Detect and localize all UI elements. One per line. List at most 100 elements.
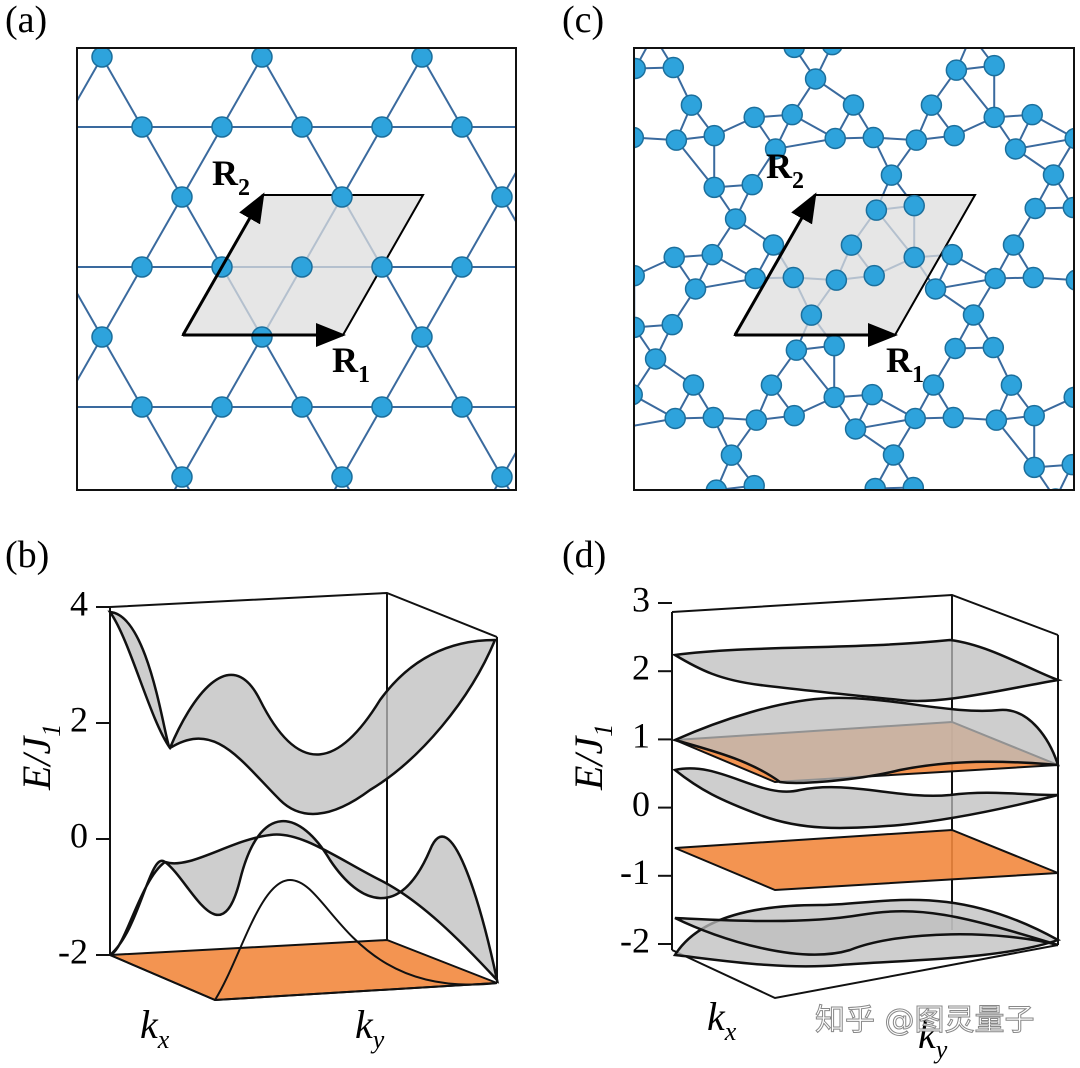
site [941,243,963,266]
site [521,375,541,395]
site [586,270,606,290]
panel-label: (b) [5,534,49,576]
site [1022,525,1042,545]
bond [702,337,742,407]
bond [491,35,514,66]
y-axis: 4 2 0 -2 [58,583,110,971]
bond [536,115,553,149]
bond [653,0,675,35]
bond [702,267,742,337]
bond [576,465,593,499]
bond [141,406,183,478]
site [924,278,947,300]
bond [381,56,423,128]
site [684,278,707,300]
site [785,339,808,361]
site [906,550,926,570]
site [961,25,981,45]
bond [421,266,463,338]
bond [1016,558,1076,568]
site [1002,234,1025,256]
site [1000,374,1023,396]
site [491,186,513,208]
site [944,337,966,360]
bond [856,0,873,9]
bond [954,537,994,555]
bond [101,266,143,338]
site [984,527,1004,547]
bond [553,278,596,281]
bond [501,170,516,198]
site [452,537,472,557]
site [623,548,643,568]
bond [555,175,573,208]
bond [22,407,62,477]
site [585,128,605,148]
site [331,186,353,208]
site [1021,103,1043,126]
bond [633,558,676,561]
bond [622,477,662,547]
site [612,537,632,557]
site [665,129,688,151]
site [783,404,805,427]
site [724,208,747,230]
bond [582,57,622,127]
site [451,256,473,278]
site [705,479,728,490]
site [211,116,233,138]
bond [613,525,633,558]
site [566,489,586,509]
site [612,257,632,277]
y-tick-label: -2 [620,920,650,960]
bond [1032,499,1055,535]
bond [0,197,22,267]
site [743,474,765,490]
bond [501,450,516,478]
site [603,515,623,535]
site [451,116,473,138]
site [212,537,232,557]
bond [594,397,615,429]
bond [1074,395,1080,398]
site [703,176,725,199]
site [702,406,725,429]
bond [461,196,503,268]
bond [493,315,513,348]
site [904,407,926,430]
site [982,336,1005,359]
site [703,124,725,147]
bond [793,48,794,49]
site [504,107,524,127]
bond [0,127,22,197]
bond [531,385,554,416]
watermark: 知乎 @图灵量子 [815,1003,1035,1038]
site [732,47,752,67]
bond [1056,499,1080,525]
site [542,525,562,545]
bond [835,525,853,558]
site [823,334,845,357]
bond [953,0,971,35]
bond [141,196,183,268]
bond [554,397,594,415]
y-tick-label: 0 [632,784,650,824]
bond [715,489,717,490]
site [744,527,764,547]
site [131,256,153,278]
bond [552,499,575,535]
vector-label: R2 [212,153,250,201]
site [943,0,963,8]
site [1022,266,1045,289]
bond [691,525,714,556]
site [746,0,766,10]
bond [616,9,654,35]
site [680,94,703,116]
bond [582,337,622,407]
bond [616,0,633,9]
bond [716,489,718,490]
bond [301,406,343,478]
site [692,537,712,557]
site [634,384,643,406]
